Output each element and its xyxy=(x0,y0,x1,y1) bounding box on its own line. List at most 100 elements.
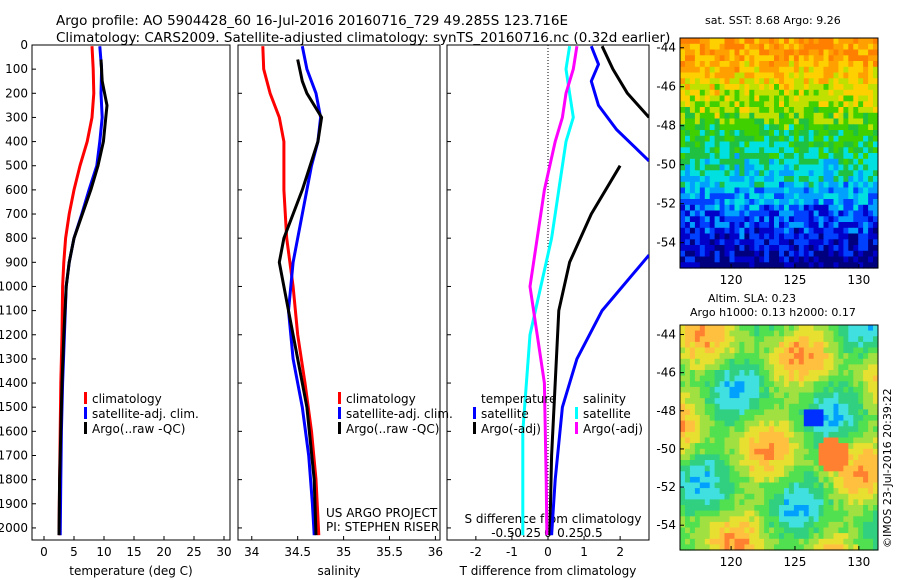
sst-map-cell xyxy=(793,245,800,252)
sst-map-cell xyxy=(788,141,795,148)
sla-map-cell xyxy=(764,521,770,529)
sst-map-cell xyxy=(828,187,834,194)
sla-map-cell xyxy=(788,437,795,444)
sla-map-cell xyxy=(769,375,775,382)
sst-map-cell xyxy=(818,181,825,189)
sla-map-cell xyxy=(828,443,834,450)
sla-map-cell xyxy=(788,482,795,489)
sst-map-cell xyxy=(739,170,745,177)
sst-map-cell xyxy=(813,256,820,263)
sla-map-cell xyxy=(680,538,686,545)
sla-map-cell xyxy=(828,488,834,495)
sst-map-cell xyxy=(724,193,730,200)
sst-map-cell xyxy=(754,66,760,74)
sla-map-cell xyxy=(813,398,820,405)
sla-map-cell xyxy=(714,533,721,540)
sst-map-cell xyxy=(764,181,770,189)
sst-map-cell xyxy=(828,61,834,68)
sla-map-cell xyxy=(853,381,859,388)
sla-map-cell xyxy=(764,544,770,551)
sla-map-cell xyxy=(774,527,780,534)
x-axis-label: temperature (deg C) xyxy=(69,564,192,578)
sla-map-cell xyxy=(873,415,879,422)
sst-map-cell xyxy=(813,193,820,200)
sst-map-cell xyxy=(739,193,745,200)
sla-map-cell xyxy=(699,381,706,388)
sla-map-cell xyxy=(769,499,775,506)
sst-map-cell xyxy=(823,158,829,166)
sst-map-cell xyxy=(818,66,825,74)
sla-map-cell xyxy=(838,521,844,529)
sla-map-cell xyxy=(779,476,785,484)
sla-map-cell xyxy=(798,516,805,523)
sla-map-cell xyxy=(724,482,730,489)
sst-map-cell xyxy=(689,153,696,160)
sla-map-cell xyxy=(769,381,775,388)
x-tick-label: 0 xyxy=(544,545,552,559)
sla-map-cell xyxy=(828,358,834,365)
sla-map-cell xyxy=(823,403,829,410)
sla-map-cell xyxy=(714,341,721,349)
sla-map-cell xyxy=(759,347,765,354)
sla-map-cell xyxy=(813,386,820,394)
sst-map-cell xyxy=(843,176,849,183)
sla-map-cell xyxy=(734,409,740,416)
sla-map-cell xyxy=(863,476,869,484)
sla-map-cell xyxy=(724,476,730,484)
sst-map-cell xyxy=(759,239,765,246)
sst-map-cell xyxy=(709,43,716,51)
sla-map-cell xyxy=(714,510,721,517)
sst-map-cell xyxy=(788,78,795,85)
sst-map-cell xyxy=(744,66,750,74)
sst-map-cell xyxy=(838,210,844,217)
pi-note: PI: STEPHEN RISER xyxy=(326,520,439,534)
sla-map-cell xyxy=(685,392,691,399)
sla-map-cell xyxy=(793,341,800,349)
sla-map-cell xyxy=(843,353,849,360)
sla-map-cell xyxy=(709,415,716,422)
sst-map-cell xyxy=(749,250,755,258)
sst-map-cell xyxy=(858,256,864,263)
sla-map-cell xyxy=(699,538,706,545)
sla-map-cell xyxy=(823,527,829,534)
sla-map-cell xyxy=(754,426,760,433)
sla-map-cell xyxy=(769,482,775,489)
sst-map-cell xyxy=(719,210,726,217)
sla-map-cell xyxy=(754,465,760,472)
sla-map-cell xyxy=(754,381,760,388)
sla-map-cell xyxy=(709,358,716,365)
sla-map-cell xyxy=(858,364,864,371)
sst-map-cell xyxy=(803,130,810,137)
sst-map-cell xyxy=(754,112,760,120)
sla-map-cell xyxy=(774,499,780,506)
sst-map-cell xyxy=(680,61,686,68)
sla-map-cell xyxy=(714,347,721,354)
sla-map-cell xyxy=(754,358,760,365)
sla-map-cell xyxy=(858,454,864,461)
sla-map-cell xyxy=(813,437,820,444)
sla-map-cell xyxy=(828,510,834,517)
sst-map-cell xyxy=(759,49,765,56)
sst-map-cell xyxy=(709,158,716,166)
sst-map-cell xyxy=(828,101,834,108)
sst-map-cell xyxy=(764,147,770,154)
sst-map-cell xyxy=(848,222,854,229)
sla-map-cell xyxy=(769,493,775,500)
sst-map-cell xyxy=(719,239,726,246)
sst-map-cell xyxy=(680,147,686,154)
sla-map-cell xyxy=(754,544,760,551)
sst-map-cell xyxy=(694,95,701,102)
sla-map-cell xyxy=(714,437,721,444)
sst-map-cell xyxy=(689,49,696,56)
sla-map-cell xyxy=(699,476,706,484)
sst-map-cell xyxy=(793,118,800,125)
sla-map-cell xyxy=(779,533,785,540)
sst-map-cell xyxy=(798,95,805,102)
sla-map-cell xyxy=(749,493,755,500)
sla-map-cell xyxy=(709,488,716,495)
sla-map-cell xyxy=(699,465,706,472)
sst-map-cell xyxy=(694,112,701,120)
sst-map-cell xyxy=(754,89,760,97)
sla-map-cell xyxy=(803,420,810,427)
sst-map-cell xyxy=(863,250,869,258)
